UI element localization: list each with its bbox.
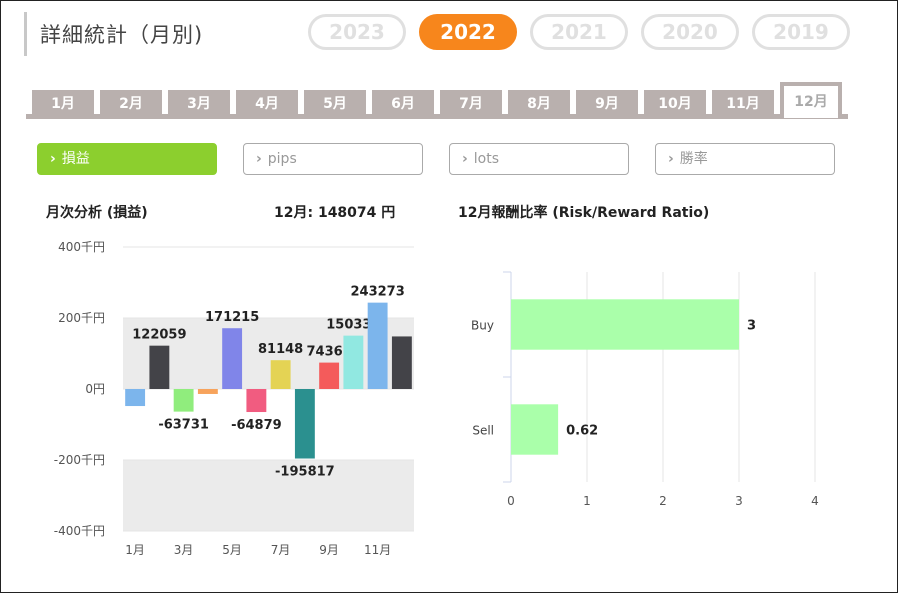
tab-month-7[interactable]: 7月 [440,90,502,118]
data-label: -195817 [275,465,335,480]
tab-month-12[interactable]: 12月 [780,82,842,118]
x-tick-label: 4 [811,494,819,508]
metric-label: pips [267,151,297,167]
x-tick-label: 0 [507,494,515,508]
chevron-right-icon: › [668,151,674,167]
bar-sell [511,404,559,455]
x-tick-label: 7月 [271,543,291,557]
metric-button-winrate[interactable]: › 勝率 [655,143,835,175]
category-label: Buy [471,319,494,333]
tab-month-9[interactable]: 9月 [576,90,638,118]
tab-month-3[interactable]: 3月 [168,90,230,118]
data-label: 3 [747,319,756,334]
data-label: 243273 [350,285,404,300]
monthly-chart-title: 月次分析 (損益) [46,205,148,221]
x-tick-label: 2 [659,494,667,508]
bar-5 [222,328,243,389]
x-tick-label: 3 [735,494,743,508]
data-label: -63731 [158,418,209,433]
metric-label: 損益 [61,151,90,167]
year-button-2021[interactable]: 2021 [530,14,628,50]
x-tick-label: 1 [583,494,591,508]
risk-reward-chart: 0 1 2 3 4 3 Buy 0.62 Sell [471,271,819,508]
month-tabs: 1月 2月 3月 4月 5月 6月 7月 8月 9月 10月 11月 12月 [26,82,846,118]
bar-6 [246,389,267,413]
x-tick-label: 1月 [125,543,145,557]
y-tick-label: -400千円 [54,524,105,538]
x-tick-label: 3月 [174,543,194,557]
bar-11 [367,302,388,389]
bar-1 [125,389,146,407]
year-button-2020[interactable]: 2020 [641,14,739,50]
x-tick-label: 11月 [364,543,391,557]
tab-month-11[interactable]: 11月 [712,90,774,118]
bar-2 [149,345,170,389]
y-tick-label: 400千円 [58,240,105,254]
tab-month-2[interactable]: 2月 [100,90,162,118]
x-tick-label: 9月 [319,543,339,557]
data-label: -64879 [231,418,282,433]
chevron-right-icon: › [50,151,56,167]
year-button-2022[interactable]: 2022 [419,14,517,50]
data-label: 150337 [326,318,380,333]
data-label: 81148 [258,342,303,357]
y-tick-label: 0円 [85,382,105,396]
bar-12 [391,336,412,389]
metric-button-pips[interactable]: › pips [243,143,423,175]
plot-band [123,318,414,389]
tab-month-6[interactable]: 6月 [372,90,434,118]
tab-month-1[interactable]: 1月 [32,90,94,118]
metric-label: 勝率 [679,151,708,167]
metric-button-profit[interactable]: › 損益 [37,143,217,175]
bar-7 [270,360,291,389]
chevron-right-icon: › [256,151,262,167]
data-label: 171215 [205,310,259,325]
bar-9 [319,362,340,389]
chevron-right-icon: › [462,151,468,167]
bar-10 [343,335,364,389]
bar-3 [173,389,194,412]
category-label: Sell [472,424,494,438]
monthly-chart-summary: 12月: 148074 円 [274,205,396,221]
y-tick-label: -200千円 [54,453,105,467]
year-selector: 2023 2022 2021 2020 2019 [308,14,850,50]
title-bar: 詳細統計（月別) [24,12,203,56]
tab-month-10[interactable]: 10月 [644,90,706,118]
plot-band [123,460,414,531]
tab-month-4[interactable]: 4月 [236,90,298,118]
monthly-profit-chart: 400千円 200千円 0円 -200千円 -400千円 122059 -63731 1712… [54,240,414,557]
tab-month-8[interactable]: 8月 [508,90,570,118]
rr-chart-title: 12月報酬比率 (Risk/Reward Ratio) [458,205,710,221]
metric-button-lots[interactable]: › lots [449,143,629,175]
year-button-2023[interactable]: 2023 [308,14,406,50]
tabs-underline [26,114,848,119]
x-tick-label: 5月 [222,543,242,557]
bar-buy [511,299,739,350]
metric-label: lots [473,151,500,167]
bar-8 [294,389,315,459]
y-tick-label: 200千円 [58,311,105,325]
data-label: 74362 [307,345,352,360]
page-title: 詳細統計（月別) [40,23,204,47]
data-label: 0.62 [566,424,598,439]
tab-month-5[interactable]: 5月 [304,90,366,118]
bar-4 [197,389,218,394]
data-label: 122059 [132,328,186,343]
year-button-2019[interactable]: 2019 [752,14,850,50]
